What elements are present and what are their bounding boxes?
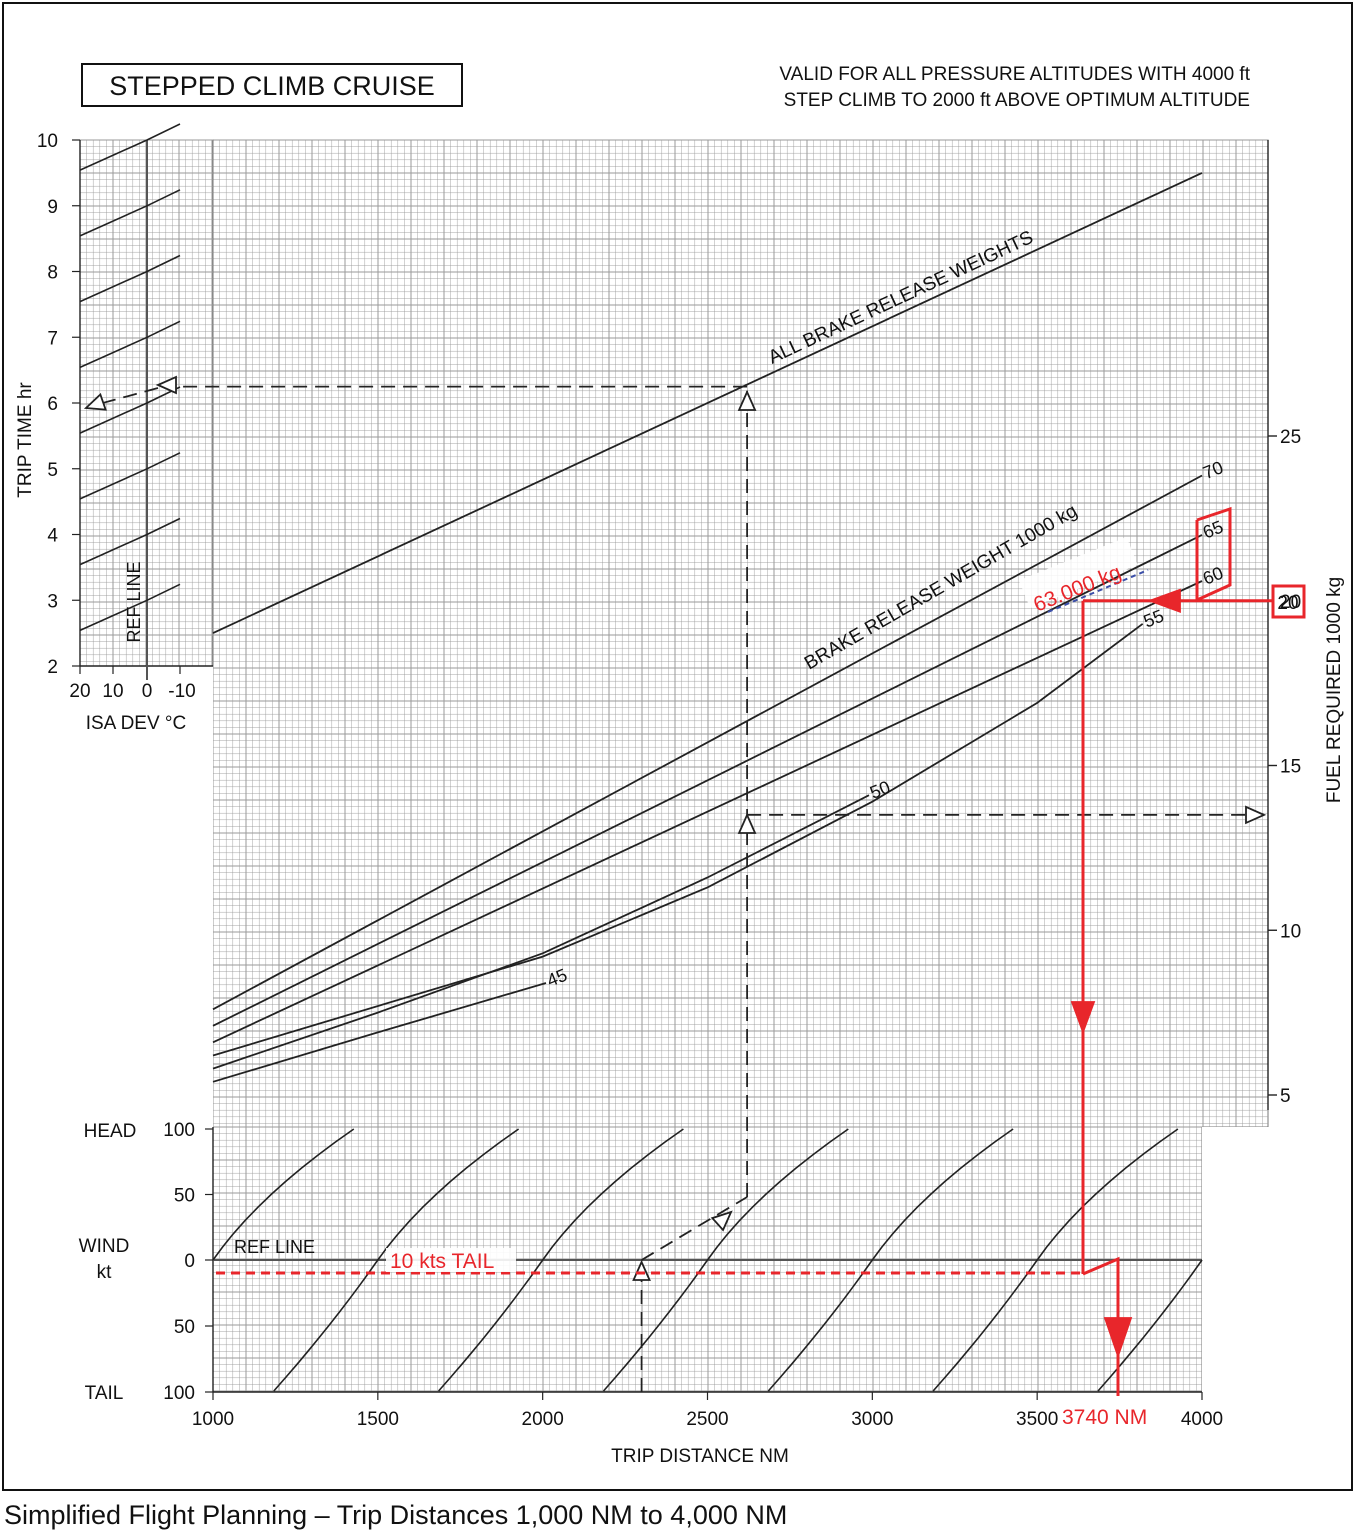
wind-head-label: HEAD <box>84 1121 137 1142</box>
isa-ref-line-label: REF LINE <box>124 561 144 642</box>
trip-time-tick-label: 8 <box>47 263 58 284</box>
isa-dev-tick-label: -10 <box>168 681 195 702</box>
fuel-required-axis-label: FUEL REQUIRED 1000 kg <box>1324 577 1345 803</box>
fuel-curve-50 <box>212 794 870 1070</box>
isa-dev-tick-label: 0 <box>142 681 153 702</box>
wind-ref-line-label: REF LINE <box>234 1237 315 1257</box>
trip-time-tick-label: 9 <box>47 197 58 218</box>
red-down-arrow <box>1070 1001 1096 1035</box>
isa-dev-tick-label: 20 <box>69 681 90 702</box>
isa-dev-guide-line <box>79 386 181 434</box>
wind-tick-label: 50 <box>174 1186 195 1207</box>
isa-dev-guide-line <box>79 254 181 303</box>
grid-mask-right <box>1202 1127 1272 1397</box>
red-result-arrow <box>1103 1317 1133 1359</box>
fuel-curve-70 <box>212 474 1203 1011</box>
wind-tick-label: 0 <box>184 1251 195 1272</box>
red-fuel-arrow <box>1147 588 1181 614</box>
trip-time-tick-label: 3 <box>47 591 58 612</box>
red-wind-label-bg <box>386 1248 516 1272</box>
fuel-tick-label: 25 <box>1280 427 1301 448</box>
validity-note-line-1: VALID FOR ALL PRESSURE ALTITUDES WITH 40… <box>779 64 1250 85</box>
wind-tick-label: 100 <box>163 1383 195 1404</box>
distance-tick-label: 3500 <box>1016 1409 1058 1430</box>
isa-dev-guide-line <box>79 320 181 369</box>
figure-caption: Simplified Flight Planning – Trip Distan… <box>4 1500 788 1530</box>
trip-time-line <box>212 172 1203 634</box>
trip-distance-axis-label: TRIP DISTANCE NM <box>611 1446 789 1467</box>
isa-dev-guide-line <box>79 517 181 566</box>
fuel-tick-label: 15 <box>1280 757 1301 778</box>
wind-guide-curve <box>932 1128 1179 1392</box>
distance-tick-label: 3000 <box>851 1409 893 1430</box>
trip-time-tick-label: 2 <box>47 657 58 678</box>
fuel-curve-65 <box>212 534 1203 1027</box>
red-wind-label: 10 kts TAIL <box>390 1250 494 1273</box>
example-fuel-arrow-up <box>737 812 757 834</box>
trip-time-tick-label: 7 <box>47 328 58 349</box>
distance-tick-label: 4000 <box>1181 1409 1223 1430</box>
chart-title: STEPPED CLIMB CRUISE <box>109 71 435 101</box>
weight-interpolation-dash <box>1047 569 1149 613</box>
isa-dev-guide-line <box>79 583 181 632</box>
wind-guide-curve <box>767 1128 1014 1392</box>
wind-tick-label: 50 <box>174 1317 195 1338</box>
graph-paper-grid <box>79 139 1272 1397</box>
title-box <box>81 63 463 107</box>
example-time-arrow-up <box>737 389 757 411</box>
example-isa-arrow <box>83 392 107 411</box>
isa-dev-guide-line <box>79 189 181 237</box>
fuel-curve-60 <box>212 580 1203 1044</box>
example-isa-left <box>87 387 159 408</box>
fuel-tick-label: 10 <box>1280 921 1301 942</box>
trip-time-tick-label: 10 <box>37 131 58 152</box>
wind-guide-curve <box>212 1128 355 1261</box>
distance-tick-label: 2500 <box>686 1409 728 1430</box>
distance-tick-label: 1500 <box>357 1409 399 1430</box>
trip-time-tick-label: 5 <box>47 460 58 481</box>
trip-time-tick-label: 4 <box>47 526 58 547</box>
fuel-tick-label: 20 <box>1280 592 1301 613</box>
main-grid <box>212 139 1269 1128</box>
wind-guide-curve <box>437 1128 684 1392</box>
wind-guide-curve <box>273 1128 520 1392</box>
red-fuel-value: 20 <box>1277 593 1298 614</box>
isa-dev-guide-line <box>79 123 181 171</box>
worked-example-black <box>83 375 1267 1392</box>
example-distance-arrow <box>632 1259 651 1281</box>
fuel-curve-45 <box>212 982 547 1083</box>
wind-tail-label: TAIL <box>85 1383 124 1404</box>
red-weight-label-bg <box>1018 537 1138 609</box>
wind-axis-label: WIND <box>79 1236 130 1257</box>
example-wind-arrow <box>710 1210 733 1232</box>
trip-time-tick-label: 6 <box>47 394 58 415</box>
isa-dev-axis-label: ISA DEV °C <box>86 713 187 734</box>
distance-tick-label: 2000 <box>522 1409 564 1430</box>
red-result-label-bg <box>1060 1400 1166 1426</box>
trip-time-axis-label: TRIP TIME hr <box>15 382 36 498</box>
distance-tick-label: 1000 <box>192 1409 234 1430</box>
fuel-tick-label: 5 <box>1280 1086 1291 1107</box>
red-weight-marker <box>1195 506 1232 603</box>
example-fuel-arrow-right <box>1245 805 1267 825</box>
validity-note-line-2: STEP CLIMB TO 2000 ft ABOVE OPTIMUM ALTI… <box>784 90 1250 111</box>
wind-unit-label: kt <box>97 1262 113 1283</box>
isa-dev-tick-label: 10 <box>102 681 123 702</box>
wind-tick-label: 100 <box>163 1120 195 1141</box>
isa-dev-guide-line <box>79 452 181 500</box>
example-time-arrow-left <box>155 375 177 395</box>
grid-mask-left <box>80 666 213 1127</box>
red-result-label: 3740 NM <box>1062 1406 1147 1429</box>
